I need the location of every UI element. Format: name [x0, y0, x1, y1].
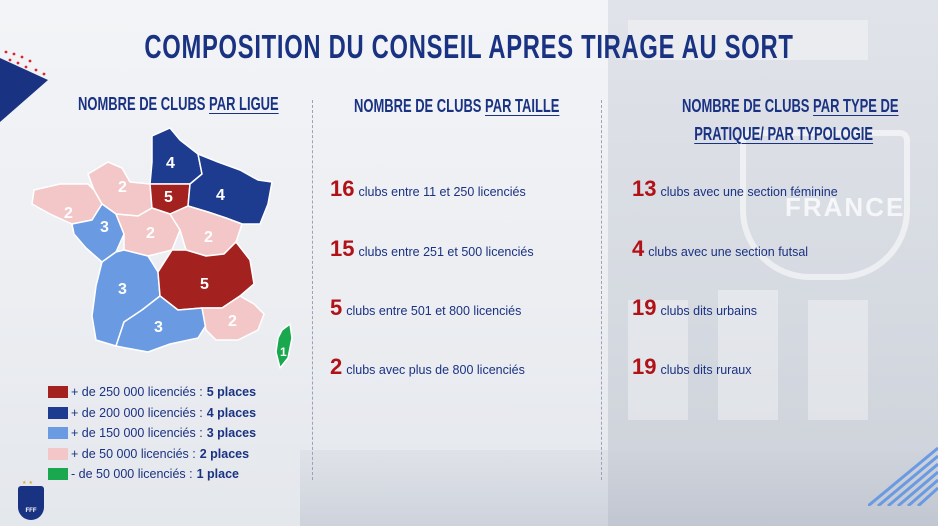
header-emphasis: PRATIQUE/ PAR TYPOLOGIE [694, 124, 874, 144]
header-prefix: NOMBRE DE CLUBS [354, 96, 486, 116]
map-label: 4 [166, 155, 175, 172]
typologie-stat: 19 clubs dits ruraux [632, 354, 752, 380]
header-prefix: NOMBRE DE CLUBS [682, 96, 814, 116]
map-label: 2 [204, 229, 213, 246]
stat-number: 13 [632, 176, 657, 201]
header-par-taille: NOMBRE DE CLUBS PAR TAILLE [354, 92, 559, 120]
legend-places: 4 places [206, 405, 257, 420]
region-hauts-de-france [149, 127, 203, 185]
map-label: 2 [228, 313, 237, 330]
stat-number: 19 [632, 295, 657, 320]
legend-places: 1 place [196, 467, 239, 482]
legend-item: + de 250 000 licenciés : 5 places [48, 382, 256, 403]
legend-places: 3 places [206, 426, 257, 441]
region-corse [275, 323, 293, 369]
stat-number: 5 [330, 295, 343, 320]
stat-text: clubs dits ruraux [660, 363, 752, 377]
legend-item: + de 50 000 licenciés : 2 places [48, 444, 256, 465]
map-label: 3 [154, 319, 163, 336]
region-pays-de-la-loire [71, 203, 125, 263]
legend-label: - de 50 000 licenciés : [71, 467, 193, 482]
map-label: 2 [118, 179, 127, 196]
stat-number: 15 [330, 236, 355, 261]
header-prefix: NOMBRE DE CLUBS [78, 94, 210, 114]
typologie-stat: 13 clubs avec une section féminine [632, 176, 838, 202]
legend-swatch [48, 468, 68, 481]
map-label: 2 [146, 225, 155, 242]
fff-logo-text: FFF [25, 508, 37, 514]
stat-text: clubs avec une section futsal [648, 245, 809, 259]
map-label: 5 [200, 276, 209, 293]
taille-stat: 2 clubs avec plus de 800 licenciés [330, 354, 525, 380]
region-paca [201, 295, 265, 341]
column-divider [312, 100, 313, 480]
stat-number: 2 [330, 354, 343, 379]
stat-text: clubs entre 501 et 800 licenciés [346, 304, 522, 318]
taille-stat: 15 clubs entre 251 et 500 licenciés [330, 236, 534, 262]
map-label: 3 [118, 281, 127, 298]
map-label: 4 [216, 187, 225, 204]
legend-swatch [48, 386, 68, 399]
stat-text: clubs entre 11 et 250 licenciés [358, 185, 526, 199]
background-logo-text: FRANCE [785, 192, 906, 222]
map-label: 2 [64, 205, 73, 222]
header-emphasis: PAR TYPE DE [813, 96, 899, 116]
legend-swatch [48, 447, 68, 460]
legend-item: + de 200 000 licenciés : 4 places [48, 403, 256, 424]
legend-places: 5 places [206, 385, 257, 400]
region-centre-val-de-loire [115, 207, 181, 257]
france-map: 4 2 5 4 2 3 2 2 3 5 3 2 1 [31, 127, 293, 369]
legend-swatch [48, 427, 68, 440]
column-divider [601, 100, 602, 480]
fff-logo-icon: FFF [18, 486, 44, 520]
legend-item: + de 150 000 licenciés : 3 places [48, 423, 256, 444]
typologie-stat: 19 clubs dits urbains [632, 295, 757, 321]
map-label: 3 [100, 219, 109, 236]
legend-item: - de 50 000 licenciés : 1 place [48, 464, 256, 485]
map-label: 1 [280, 345, 287, 359]
tricolor-corner-icon [0, 50, 48, 122]
page-title: COMPOSITION DU CONSEIL APRES TIRAGE AU S… [144, 28, 794, 65]
legend-places: 2 places [199, 446, 250, 461]
stat-text: clubs avec une section féminine [660, 185, 838, 199]
typologie-stat: 4 clubs avec une section futsal [632, 236, 808, 262]
stat-text: clubs avec plus de 800 licenciés [346, 363, 525, 377]
legend-label: + de 150 000 licenciés : [71, 426, 203, 441]
map-legend: + de 250 000 licenciés : 5 places + de 2… [48, 382, 256, 485]
header-emphasis: PAR LIGUE [209, 94, 279, 114]
background-stadium [300, 450, 938, 526]
map-label: 5 [164, 189, 173, 206]
region-occitanie [115, 295, 209, 353]
legend-swatch [48, 406, 68, 419]
star-icon: ★★ [22, 480, 35, 486]
stat-number: 4 [632, 236, 645, 261]
header-par-ligue: NOMBRE DE CLUBS PAR LIGUE [78, 90, 279, 118]
legend-label: + de 250 000 licenciés : [71, 385, 203, 400]
legend-label: + de 50 000 licenciés : [71, 446, 196, 461]
taille-stat: 16 clubs entre 11 et 250 licenciés [330, 176, 526, 202]
background-crest-icon [740, 130, 910, 280]
stat-text: clubs dits urbains [660, 304, 758, 318]
legend-label: + de 200 000 licenciés : [71, 405, 203, 420]
header-par-typologie: NOMBRE DE CLUBS PAR TYPE DE PRATIQUE/ PA… [682, 92, 899, 148]
stat-number: 16 [330, 176, 355, 201]
header-emphasis: PAR TAILLE [485, 96, 560, 116]
stat-text: clubs entre 251 et 500 licenciés [358, 245, 534, 259]
stat-number: 19 [632, 354, 657, 379]
taille-stat: 5 clubs entre 501 et 800 licenciés [330, 295, 521, 321]
diagonal-stripes-icon [868, 446, 938, 506]
